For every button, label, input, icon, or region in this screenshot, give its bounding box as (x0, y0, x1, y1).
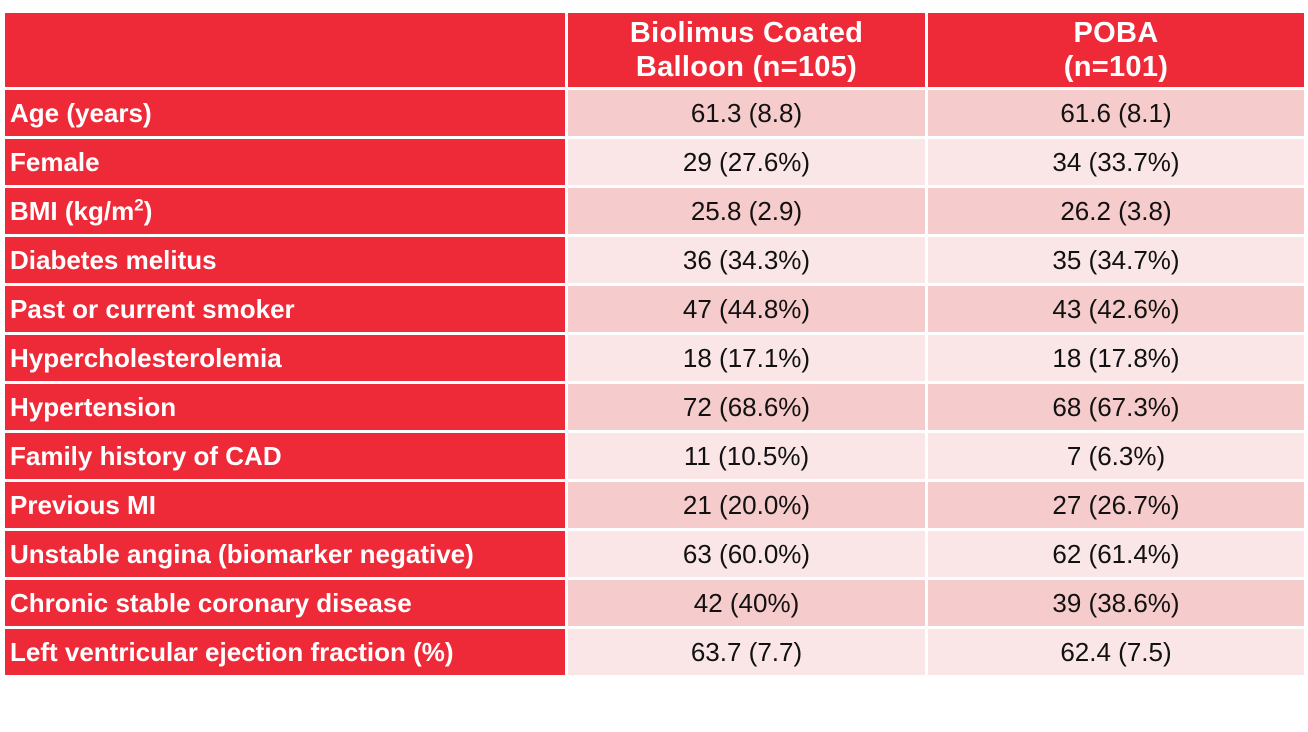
cell-biolimus: 36 (34.3%) (565, 234, 928, 286)
row-label: Previous MI (2, 479, 568, 531)
cell-biolimus: 63.7 (7.7) (565, 626, 928, 678)
header-biolimus-line2: Balloon (n=105) (635, 51, 858, 83)
row-label-superscript: 2 (134, 194, 144, 214)
row-label: Hypercholesterolemia (2, 332, 568, 384)
table-row-hypertension: Hypertension 72 (68.6%) 68 (67.3%) (2, 381, 1307, 433)
row-label: Unstable angina (biomarker negative) (2, 528, 568, 580)
cell-poba: 18 (17.8%) (925, 332, 1307, 384)
cell-poba: 35 (34.7%) (925, 234, 1307, 286)
table-row-age: Age (years) 61.3 (8.8) 61.6 (8.1) (2, 87, 1307, 139)
header-row: Biolimus Coated Balloon (n=105) POBA (n=… (2, 10, 1307, 90)
cell-poba: 43 (42.6%) (925, 283, 1307, 335)
cell-biolimus: 47 (44.8%) (565, 283, 928, 335)
header-poba-line1: POBA (1073, 17, 1159, 49)
table-row-hypercholesterolemia: Hypercholesterolemia 18 (17.1%) 18 (17.8… (2, 332, 1307, 384)
header-corner-cell (2, 10, 568, 90)
cell-biolimus: 18 (17.1%) (565, 332, 928, 384)
row-label: Family history of CAD (2, 430, 568, 482)
header-biolimus-line1: Biolimus Coated (629, 17, 864, 49)
table-row-unstable-angina: Unstable angina (biomarker negative) 63 … (2, 528, 1307, 580)
row-label: Female (2, 136, 568, 188)
table-row-female: Female 29 (27.6%) 34 (33.7%) (2, 136, 1307, 188)
cell-poba: 68 (67.3%) (925, 381, 1307, 433)
cell-poba: 62 (61.4%) (925, 528, 1307, 580)
table-row-lvef: Left ventricular ejection fraction (%) 6… (2, 626, 1307, 678)
baseline-characteristics-table-container: Biolimus Coated Balloon (n=105) POBA (n=… (2, 10, 1307, 678)
cell-biolimus: 29 (27.6%) (565, 136, 928, 188)
table-header: Biolimus Coated Balloon (n=105) POBA (n=… (2, 10, 1307, 90)
cell-poba: 26.2 (3.8) (925, 185, 1307, 237)
cell-biolimus: 11 (10.5%) (565, 430, 928, 482)
cell-biolimus: 61.3 (8.8) (565, 87, 928, 139)
row-label: Left ventricular ejection fraction (%) (2, 626, 568, 678)
cell-biolimus: 42 (40%) (565, 577, 928, 629)
row-label-text: BMI (kg/m (10, 195, 135, 226)
row-label: Past or current smoker (2, 283, 568, 335)
header-poba-line2: (n=101) (1063, 51, 1169, 83)
table-row-previous-mi: Previous MI 21 (20.0%) 27 (26.7%) (2, 479, 1307, 531)
table-row-smoker: Past or current smoker 47 (44.8%) 43 (42… (2, 283, 1307, 335)
cell-poba: 62.4 (7.5) (925, 626, 1307, 678)
header-poba: POBA (n=101) (925, 10, 1307, 90)
table-row-chronic-stable-cad: Chronic stable coronary disease 42 (40%)… (2, 577, 1307, 629)
cell-biolimus: 25.8 (2.9) (565, 185, 928, 237)
cell-biolimus: 21 (20.0%) (565, 479, 928, 531)
cell-poba: 34 (33.7%) (925, 136, 1307, 188)
header-biolimus-coated-balloon: Biolimus Coated Balloon (n=105) (565, 10, 928, 90)
row-label: Diabetes melitus (2, 234, 568, 286)
row-label: Hypertension (2, 381, 568, 433)
table-body: Age (years) 61.3 (8.8) 61.6 (8.1) Female… (2, 87, 1307, 678)
table-row-family-history: Family history of CAD 11 (10.5%) 7 (6.3%… (2, 430, 1307, 482)
row-label: Chronic stable coronary disease (2, 577, 568, 629)
baseline-characteristics-table: Biolimus Coated Balloon (n=105) POBA (n=… (2, 10, 1307, 678)
row-label-tail: ) (143, 195, 153, 226)
cell-poba: 39 (38.6%) (925, 577, 1307, 629)
cell-poba: 7 (6.3%) (925, 430, 1307, 482)
cell-biolimus: 72 (68.6%) (565, 381, 928, 433)
table-row-diabetes: Diabetes melitus 36 (34.3%) 35 (34.7%) (2, 234, 1307, 286)
cell-poba: 61.6 (8.1) (925, 87, 1307, 139)
cell-biolimus: 63 (60.0%) (565, 528, 928, 580)
row-label: Age (years) (2, 87, 568, 139)
row-label-bmi: BMI (kg/m2) (2, 185, 568, 237)
cell-poba: 27 (26.7%) (925, 479, 1307, 531)
table-row-bmi: BMI (kg/m2) 25.8 (2.9) 26.2 (3.8) (2, 185, 1307, 237)
